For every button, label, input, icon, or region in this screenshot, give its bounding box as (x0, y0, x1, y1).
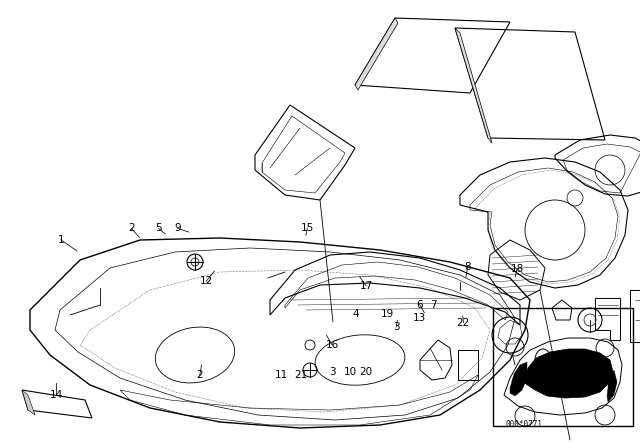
Text: 15: 15 (301, 224, 314, 233)
Text: 000*0771: 000*0771 (505, 420, 542, 429)
Polygon shape (523, 349, 613, 398)
Polygon shape (455, 28, 492, 143)
Polygon shape (355, 18, 398, 90)
Text: 13: 13 (413, 313, 426, 323)
Text: 10: 10 (344, 367, 356, 377)
Text: 11: 11 (275, 370, 288, 380)
Text: 7: 7 (431, 300, 437, 310)
Text: 20: 20 (359, 367, 372, 377)
Text: 3: 3 (330, 367, 336, 377)
Text: 16: 16 (326, 340, 339, 350)
Text: 2: 2 (128, 224, 134, 233)
Text: 5: 5 (156, 224, 162, 233)
Text: 2: 2 (196, 370, 203, 380)
Text: 21: 21 (294, 370, 307, 380)
Polygon shape (22, 390, 35, 415)
Text: 4: 4 (353, 309, 359, 319)
Text: 9: 9 (175, 224, 181, 233)
Text: 12: 12 (200, 276, 212, 286)
Text: 14: 14 (50, 390, 63, 400)
Text: 18: 18 (511, 264, 524, 274)
Polygon shape (510, 362, 527, 396)
Text: 17: 17 (360, 281, 372, 291)
Polygon shape (607, 370, 617, 402)
Text: 8: 8 (465, 262, 471, 271)
Text: 6: 6 (417, 300, 423, 310)
Text: 22: 22 (457, 318, 470, 327)
Text: 3: 3 (393, 322, 399, 332)
Text: 1: 1 (58, 235, 64, 245)
Text: 19: 19 (381, 309, 394, 319)
